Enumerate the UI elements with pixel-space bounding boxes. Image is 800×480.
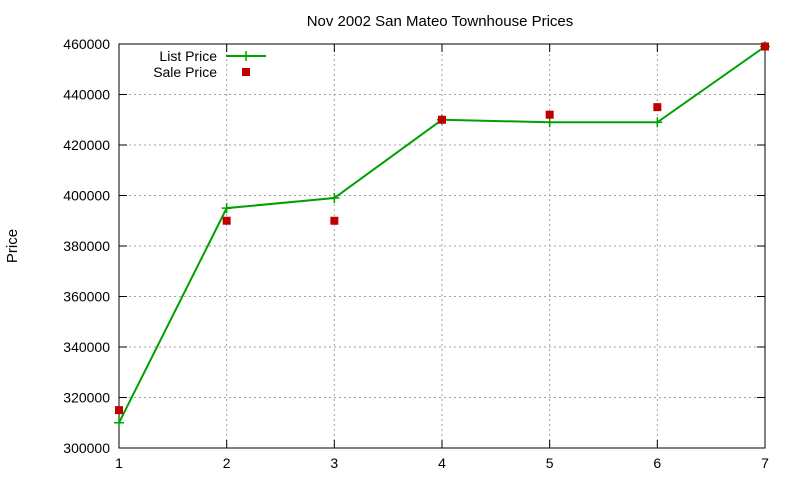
y-tick-label: 460000 [63,36,110,52]
legend-label: Sale Price [153,64,217,80]
sale-price-point [222,216,231,225]
y-tick-label: 380000 [63,238,110,254]
list-price-point [114,417,124,428]
y-tick-label: 420000 [63,137,110,153]
legend-square-marker [242,68,250,76]
y-tick-label: 320000 [63,390,110,406]
y-axis-label: Price [4,229,21,263]
list-price-point [221,203,232,214]
grid-lines [119,44,765,448]
x-tick-label: 2 [223,455,231,471]
series-layer [114,41,770,428]
sale-price-point [653,103,662,112]
list-price-point [544,117,555,128]
sale-price-point [545,110,554,119]
sale-price-point [761,42,769,51]
sale-price-point [115,406,123,415]
legend-label: List Price [159,48,217,64]
axis-ticks: 300000 320000 340000 360000 380000 400000 4200… [63,36,769,471]
y-tick-label: 440000 [63,87,110,103]
y-tick-label: 300000 [63,440,110,456]
x-tick-label: 3 [330,455,338,471]
list-price-point [652,117,663,128]
x-tick-label: 4 [438,455,446,471]
chart-title: Nov 2002 San Mateo Townhouse Prices [307,13,574,30]
legend-plus-marker [241,51,251,61]
y-tick-label: 340000 [63,339,110,355]
x-tick-label: 7 [761,455,769,471]
list-price-point [329,193,340,204]
x-tick-label: 6 [653,455,661,471]
x-tick-label: 5 [546,455,554,471]
x-tick-label: 1 [115,455,123,471]
sale-price-point [438,115,446,124]
series-sale-price [115,42,769,415]
y-tick-label: 360000 [63,289,110,305]
y-tick-label: 400000 [63,188,110,204]
sale-price-point [330,216,339,225]
